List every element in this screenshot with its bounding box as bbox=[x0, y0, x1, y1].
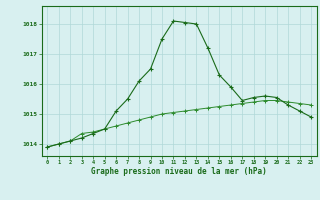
X-axis label: Graphe pression niveau de la mer (hPa): Graphe pression niveau de la mer (hPa) bbox=[91, 167, 267, 176]
